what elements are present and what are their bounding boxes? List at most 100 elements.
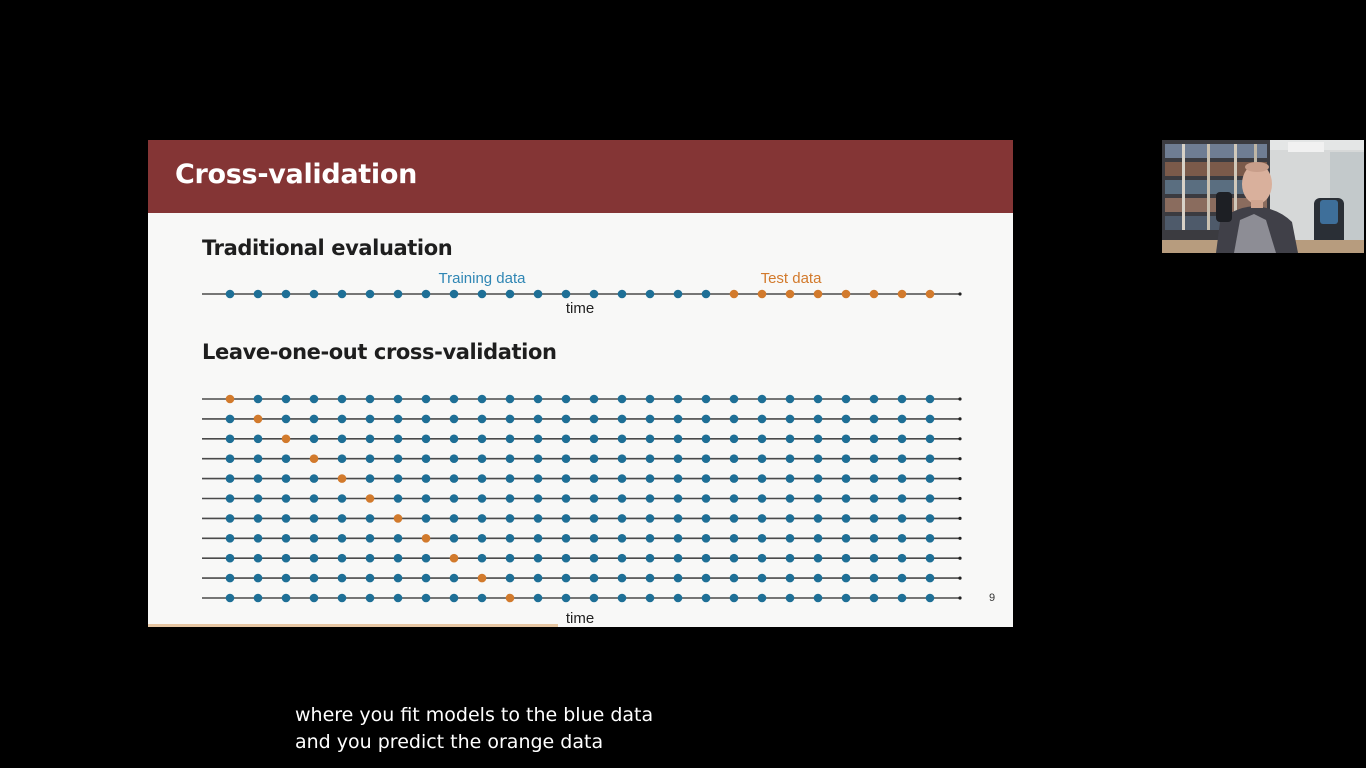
loocv-training-point <box>617 414 627 424</box>
loocv-training-point <box>337 553 347 563</box>
loocv-training-point <box>281 573 291 583</box>
loocv-training-point <box>225 494 235 503</box>
timeline-end-mark <box>958 496 962 501</box>
loocv-training-point <box>393 414 403 424</box>
loocv-training-point <box>309 434 319 444</box>
loocv-training-point <box>925 573 935 583</box>
loocv-training-point <box>281 454 291 464</box>
loocv-training-point <box>841 553 851 563</box>
loocv-training-point <box>841 394 851 404</box>
training-data-point <box>449 289 459 299</box>
loocv-training-point <box>897 474 907 483</box>
loocv-training-point <box>393 534 403 543</box>
training-data-point <box>617 289 627 299</box>
loocv-training-point <box>421 454 431 464</box>
loocv-training-point <box>897 573 907 583</box>
loocv-training-point <box>533 394 543 404</box>
loocv-training-point <box>813 414 823 424</box>
loocv-training-point <box>281 593 291 603</box>
loocv-training-point <box>225 434 235 444</box>
loocv-training-point <box>589 534 599 543</box>
loocv-training-point <box>673 474 683 483</box>
loocv-training-point <box>645 454 655 464</box>
loocv-training-point <box>617 553 627 563</box>
loocv-training-point <box>421 514 431 523</box>
loocv-training-point <box>645 474 655 483</box>
loocv-training-point <box>645 514 655 523</box>
loocv-training-point <box>785 414 795 424</box>
loocv-training-point <box>337 414 347 424</box>
loocv-training-point <box>393 573 403 583</box>
loocv-training-point <box>701 434 711 444</box>
loocv-training-point <box>673 534 683 543</box>
loocv-training-point <box>561 573 571 583</box>
loocv-training-point <box>785 573 795 583</box>
loocv-training-point <box>365 514 375 523</box>
loocv-training-point <box>309 534 319 543</box>
loocv-training-point <box>617 474 627 483</box>
loocv-training-point <box>869 573 879 583</box>
subtitle-line-2: and you predict the orange data <box>295 731 604 753</box>
loocv-training-point <box>617 394 627 404</box>
loocv-training-point <box>785 553 795 563</box>
loocv-training-point <box>477 553 487 563</box>
test-data-point <box>925 289 935 299</box>
loocv-training-point <box>477 494 487 503</box>
loocv-training-point <box>897 514 907 523</box>
timeline-end-mark <box>958 477 962 481</box>
loocv-training-point <box>393 434 403 444</box>
loocv-training-point <box>673 454 683 464</box>
training-data-point <box>309 289 319 299</box>
loocv-training-point <box>561 434 571 444</box>
loocv-training-point <box>869 553 879 563</box>
loocv-training-point <box>505 454 515 464</box>
loocv-training-point <box>225 573 235 583</box>
loocv-training-point <box>673 514 683 523</box>
loocv-training-point <box>393 494 403 503</box>
loocv-training-point <box>365 534 375 543</box>
training-data-point <box>337 289 347 299</box>
loocv-training-point <box>645 394 655 404</box>
loocv-training-point <box>701 494 711 503</box>
loocv-training-point <box>589 434 599 444</box>
loocv-timelines <box>202 394 962 603</box>
loocv-training-point <box>617 514 627 523</box>
loocv-training-point <box>925 534 935 543</box>
traditional-time-axis-label: time <box>566 300 594 317</box>
loocv-training-point <box>869 394 879 404</box>
loocv-training-point <box>757 553 767 563</box>
loocv-training-point <box>813 394 823 404</box>
loocv-training-point <box>309 414 319 424</box>
loocv-training-point <box>729 534 739 543</box>
loocv-training-point <box>617 593 627 603</box>
loocv-training-point <box>617 573 627 583</box>
loocv-test-point <box>309 454 319 464</box>
loocv-training-point <box>365 434 375 444</box>
training-data-point <box>421 289 431 299</box>
loocv-training-point <box>897 434 907 444</box>
loocv-training-point <box>421 474 431 483</box>
loocv-training-point <box>729 454 739 464</box>
loocv-training-point <box>253 593 263 603</box>
loocv-training-point <box>673 593 683 603</box>
loocv-training-point <box>365 414 375 424</box>
loocv-training-point <box>365 454 375 464</box>
loocv-training-point <box>869 474 879 483</box>
loocv-training-point <box>617 434 627 444</box>
training-data-point <box>505 289 515 299</box>
loocv-training-point <box>393 553 403 563</box>
loocv-training-point <box>617 454 627 464</box>
loocv-training-point <box>589 414 599 424</box>
loocv-training-point <box>449 514 459 523</box>
loocv-training-point <box>925 394 935 404</box>
loocv-training-point <box>645 434 655 444</box>
loocv-training-point <box>785 494 795 503</box>
loocv-training-point <box>561 593 571 603</box>
loocv-training-point <box>505 573 515 583</box>
loocv-training-point <box>253 573 263 583</box>
timeline-end-mark <box>958 536 962 540</box>
loocv-training-point <box>393 454 403 464</box>
loocv-training-point <box>925 553 935 563</box>
loocv-training-point <box>813 434 823 444</box>
loocv-training-point <box>701 454 711 464</box>
